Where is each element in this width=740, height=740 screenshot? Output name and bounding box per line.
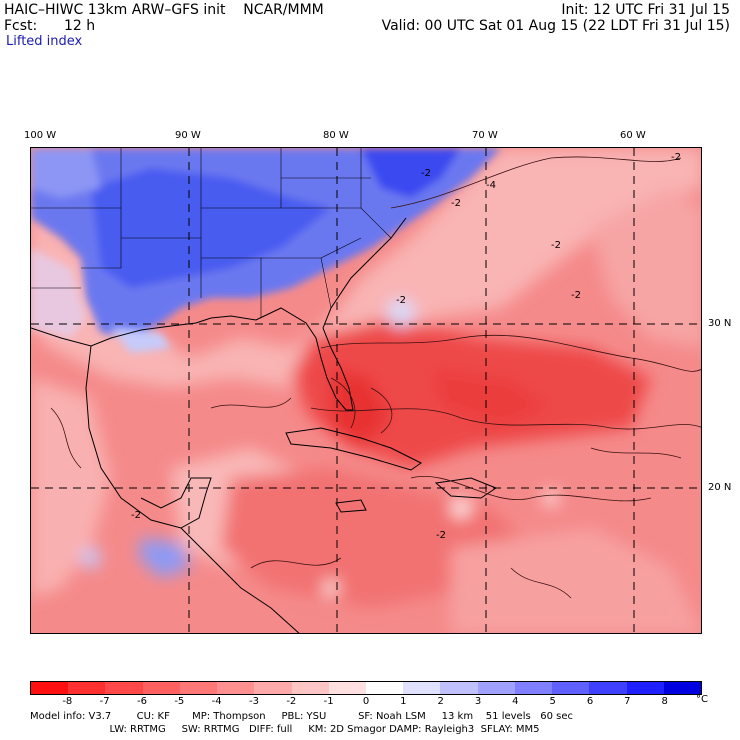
- forecast-hour: 12 h: [64, 18, 96, 34]
- coastline-mexico: [85, 345, 212, 529]
- field-name: Lifted index: [6, 34, 83, 49]
- lat-label-30n: 30 N: [708, 318, 732, 329]
- contour-label: -2: [396, 295, 406, 306]
- colorbar-segment: [179, 682, 218, 694]
- colorbar-segment: [403, 682, 441, 694]
- colorbar-segment: [663, 682, 701, 694]
- contour-label: -2: [451, 198, 461, 209]
- colorbar-tick-label: 8: [661, 696, 668, 707]
- contours: [50, 156, 701, 599]
- colorbar-tick-label: 3: [474, 696, 482, 707]
- colorbar-segment: [365, 682, 404, 694]
- lon-label-90w: 90 W: [175, 130, 201, 141]
- contour-label: -2: [671, 152, 681, 163]
- contour-label: -2: [436, 530, 446, 541]
- colorbar-tick-label: -3: [249, 696, 259, 707]
- colorbar-segment: [626, 682, 664, 694]
- colorbar-segment: [328, 682, 366, 694]
- colorbar-tick-label: -7: [99, 696, 110, 707]
- model-title: HAIC–HIWC 13km ARW–GFS init NCAR/MMM: [4, 2, 324, 18]
- coastline-gulf: [31, 217, 407, 411]
- contour-label: -4: [486, 180, 496, 191]
- contour-label: -2: [421, 168, 431, 179]
- lat-label-20n: 20 N: [708, 482, 732, 493]
- contour-label: -2: [131, 510, 141, 521]
- coastline-jamaica: [335, 499, 367, 513]
- colorbar-tick-label: 1: [400, 696, 407, 707]
- colorbar-tick-label: 5: [549, 696, 556, 707]
- field-shading: [31, 148, 701, 633]
- valid-time: Valid: 00 UTC Sat 01 Aug 15 (22 LDT Fri …: [381, 18, 730, 34]
- colorbar-segment: [254, 682, 292, 694]
- map-canvas: -2 -2 -2 -2 -2 -4 -2 -2 -2: [31, 148, 701, 633]
- graticule: [31, 148, 701, 633]
- lon-label-80w: 80 W: [323, 130, 349, 141]
- lon-label-100w: 100 W: [24, 130, 57, 141]
- colorbar-segment: [31, 682, 69, 694]
- coastline-cuba: [285, 427, 422, 471]
- colorbar-tick-label: -5: [174, 696, 185, 707]
- colorbar-segment: [477, 682, 515, 694]
- coastline-central-america: [180, 527, 300, 633]
- forecast-label: Fcst:: [4, 18, 38, 34]
- contour-label-layer: -2 -2 -2 -2 -2 -4 -2 -2 -2: [131, 152, 681, 541]
- colorbar-tick-label: -4: [211, 696, 222, 707]
- colorbar-segment: [291, 682, 329, 694]
- colorbar-tick-label: -8: [62, 696, 73, 707]
- contour-label: -2: [571, 290, 581, 301]
- colorbar-tick-label: -2: [286, 696, 297, 707]
- colorbar-unit: °C: [696, 694, 708, 705]
- colorbar-tick-label: -6: [137, 696, 147, 707]
- colorbar-segment: [68, 682, 106, 694]
- colorbar-tick-label: 0: [362, 696, 370, 707]
- colorbar: [30, 681, 702, 695]
- model-info-line2: LW: RRTMG SW: RRTMG DIFF: full KM: 2D Sm…: [100, 724, 540, 735]
- colorbar-tick-label: 7: [624, 696, 631, 707]
- colorbar-segment: [217, 682, 255, 694]
- colorbar-segment: [552, 682, 590, 694]
- colorbar-tick-label: 6: [586, 696, 594, 707]
- lon-label-60w: 60 W: [620, 130, 646, 141]
- contour-label: -2: [551, 240, 561, 251]
- coastline-hispaniola: [434, 477, 498, 499]
- model-info-line1: Model info: V3.7 CU: KF MP: Thompson PBL…: [30, 711, 573, 722]
- colorbar-segment: [105, 682, 143, 694]
- lifted-index-map: -2 -2 -2 -2 -2 -4 -2 -2 -2: [30, 147, 702, 634]
- colorbar-tick-label: 2: [437, 696, 444, 707]
- state-borders: [31, 148, 392, 318]
- colorbar-tick-label: -1: [323, 696, 334, 707]
- colorbar-segment: [440, 682, 478, 694]
- colorbar-segment: [142, 682, 180, 694]
- colorbar-segment: [589, 682, 627, 694]
- colorbar-segment: [514, 682, 553, 694]
- init-time: Init: 12 UTC Fri 31 Jul 15: [561, 2, 730, 18]
- lon-label-70w: 70 W: [472, 130, 498, 141]
- stable-region: [31, 148, 501, 353]
- colorbar-tick-label: 4: [512, 696, 519, 707]
